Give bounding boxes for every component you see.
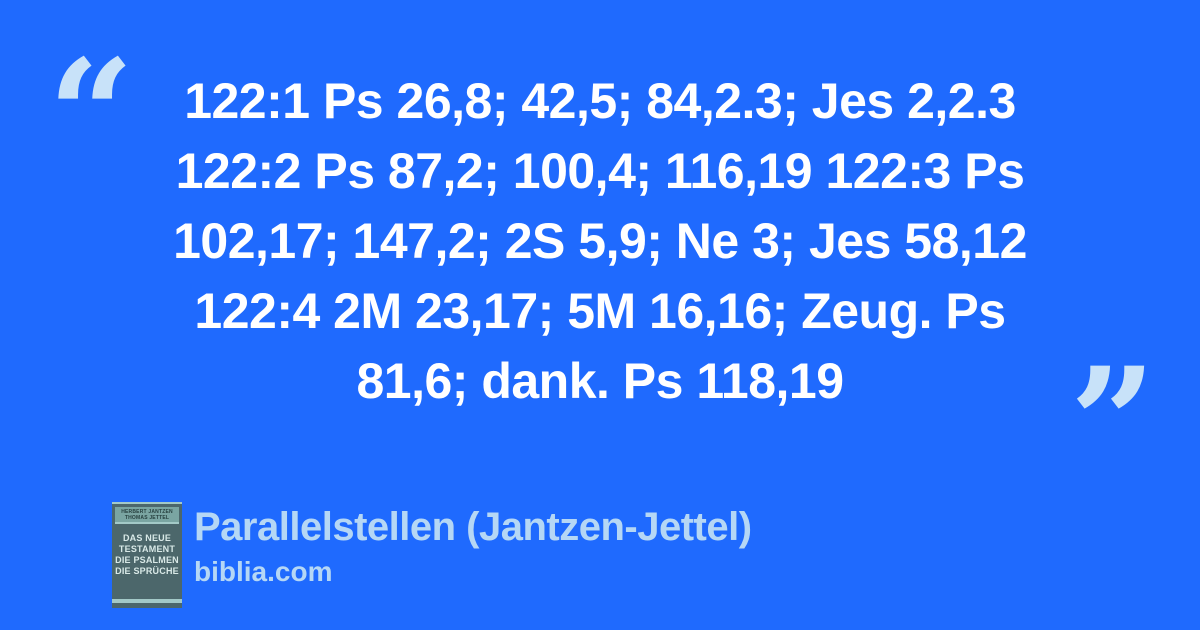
book-cover-title-line: DIE SPRÜCHE	[115, 566, 179, 576]
quote-line: 122:1 Ps 26,8; 42,5; 84,2.3; Jes 2,2.3	[184, 73, 1016, 129]
footer: HERBERT JANTZEN THOMAS JETTEL DAS NEUE T…	[112, 502, 752, 608]
source-title: Parallelstellen (Jantzen-Jettel)	[194, 505, 752, 549]
quote-line: 122:2 Ps 87,2; 100,4; 116,19 122:3 Ps	[175, 143, 1025, 199]
book-cover-title: DAS NEUE TESTAMENT DIE PSALMEN DIE SPRÜC…	[112, 533, 182, 577]
book-cover-title-line: DIE PSALMEN	[115, 555, 179, 565]
footer-meta: Parallelstellen (Jantzen-Jettel) biblia.…	[194, 502, 752, 587]
book-cover-thumbnail: HERBERT JANTZEN THOMAS JETTEL DAS NEUE T…	[112, 502, 182, 608]
book-cover-stripe	[112, 599, 182, 603]
quote-line: 81,6; dank. Ps 118,19	[356, 353, 844, 409]
book-cover-author-line: HERBERT JANTZEN	[121, 509, 173, 515]
quote-text-block: 122:1 Ps 26,8; 42,5; 84,2.3; Jes 2,2.3 1…	[0, 66, 1200, 416]
book-cover-author-band: HERBERT JANTZEN THOMAS JETTEL	[115, 507, 179, 524]
book-cover-title-line: DAS NEUE	[122, 533, 172, 543]
quote-line: 122:4 2M 23,17; 5M 16,16; Zeug. Ps	[194, 283, 1006, 339]
quote-line: 102,17; 147,2; 2S 5,9; Ne 3; Jes 58,12	[173, 213, 1027, 269]
site-name: biblia.com	[194, 556, 333, 587]
book-cover-title-line: TESTAMENT	[118, 544, 176, 554]
book-cover-author-line: THOMAS JETTEL	[124, 515, 170, 521]
